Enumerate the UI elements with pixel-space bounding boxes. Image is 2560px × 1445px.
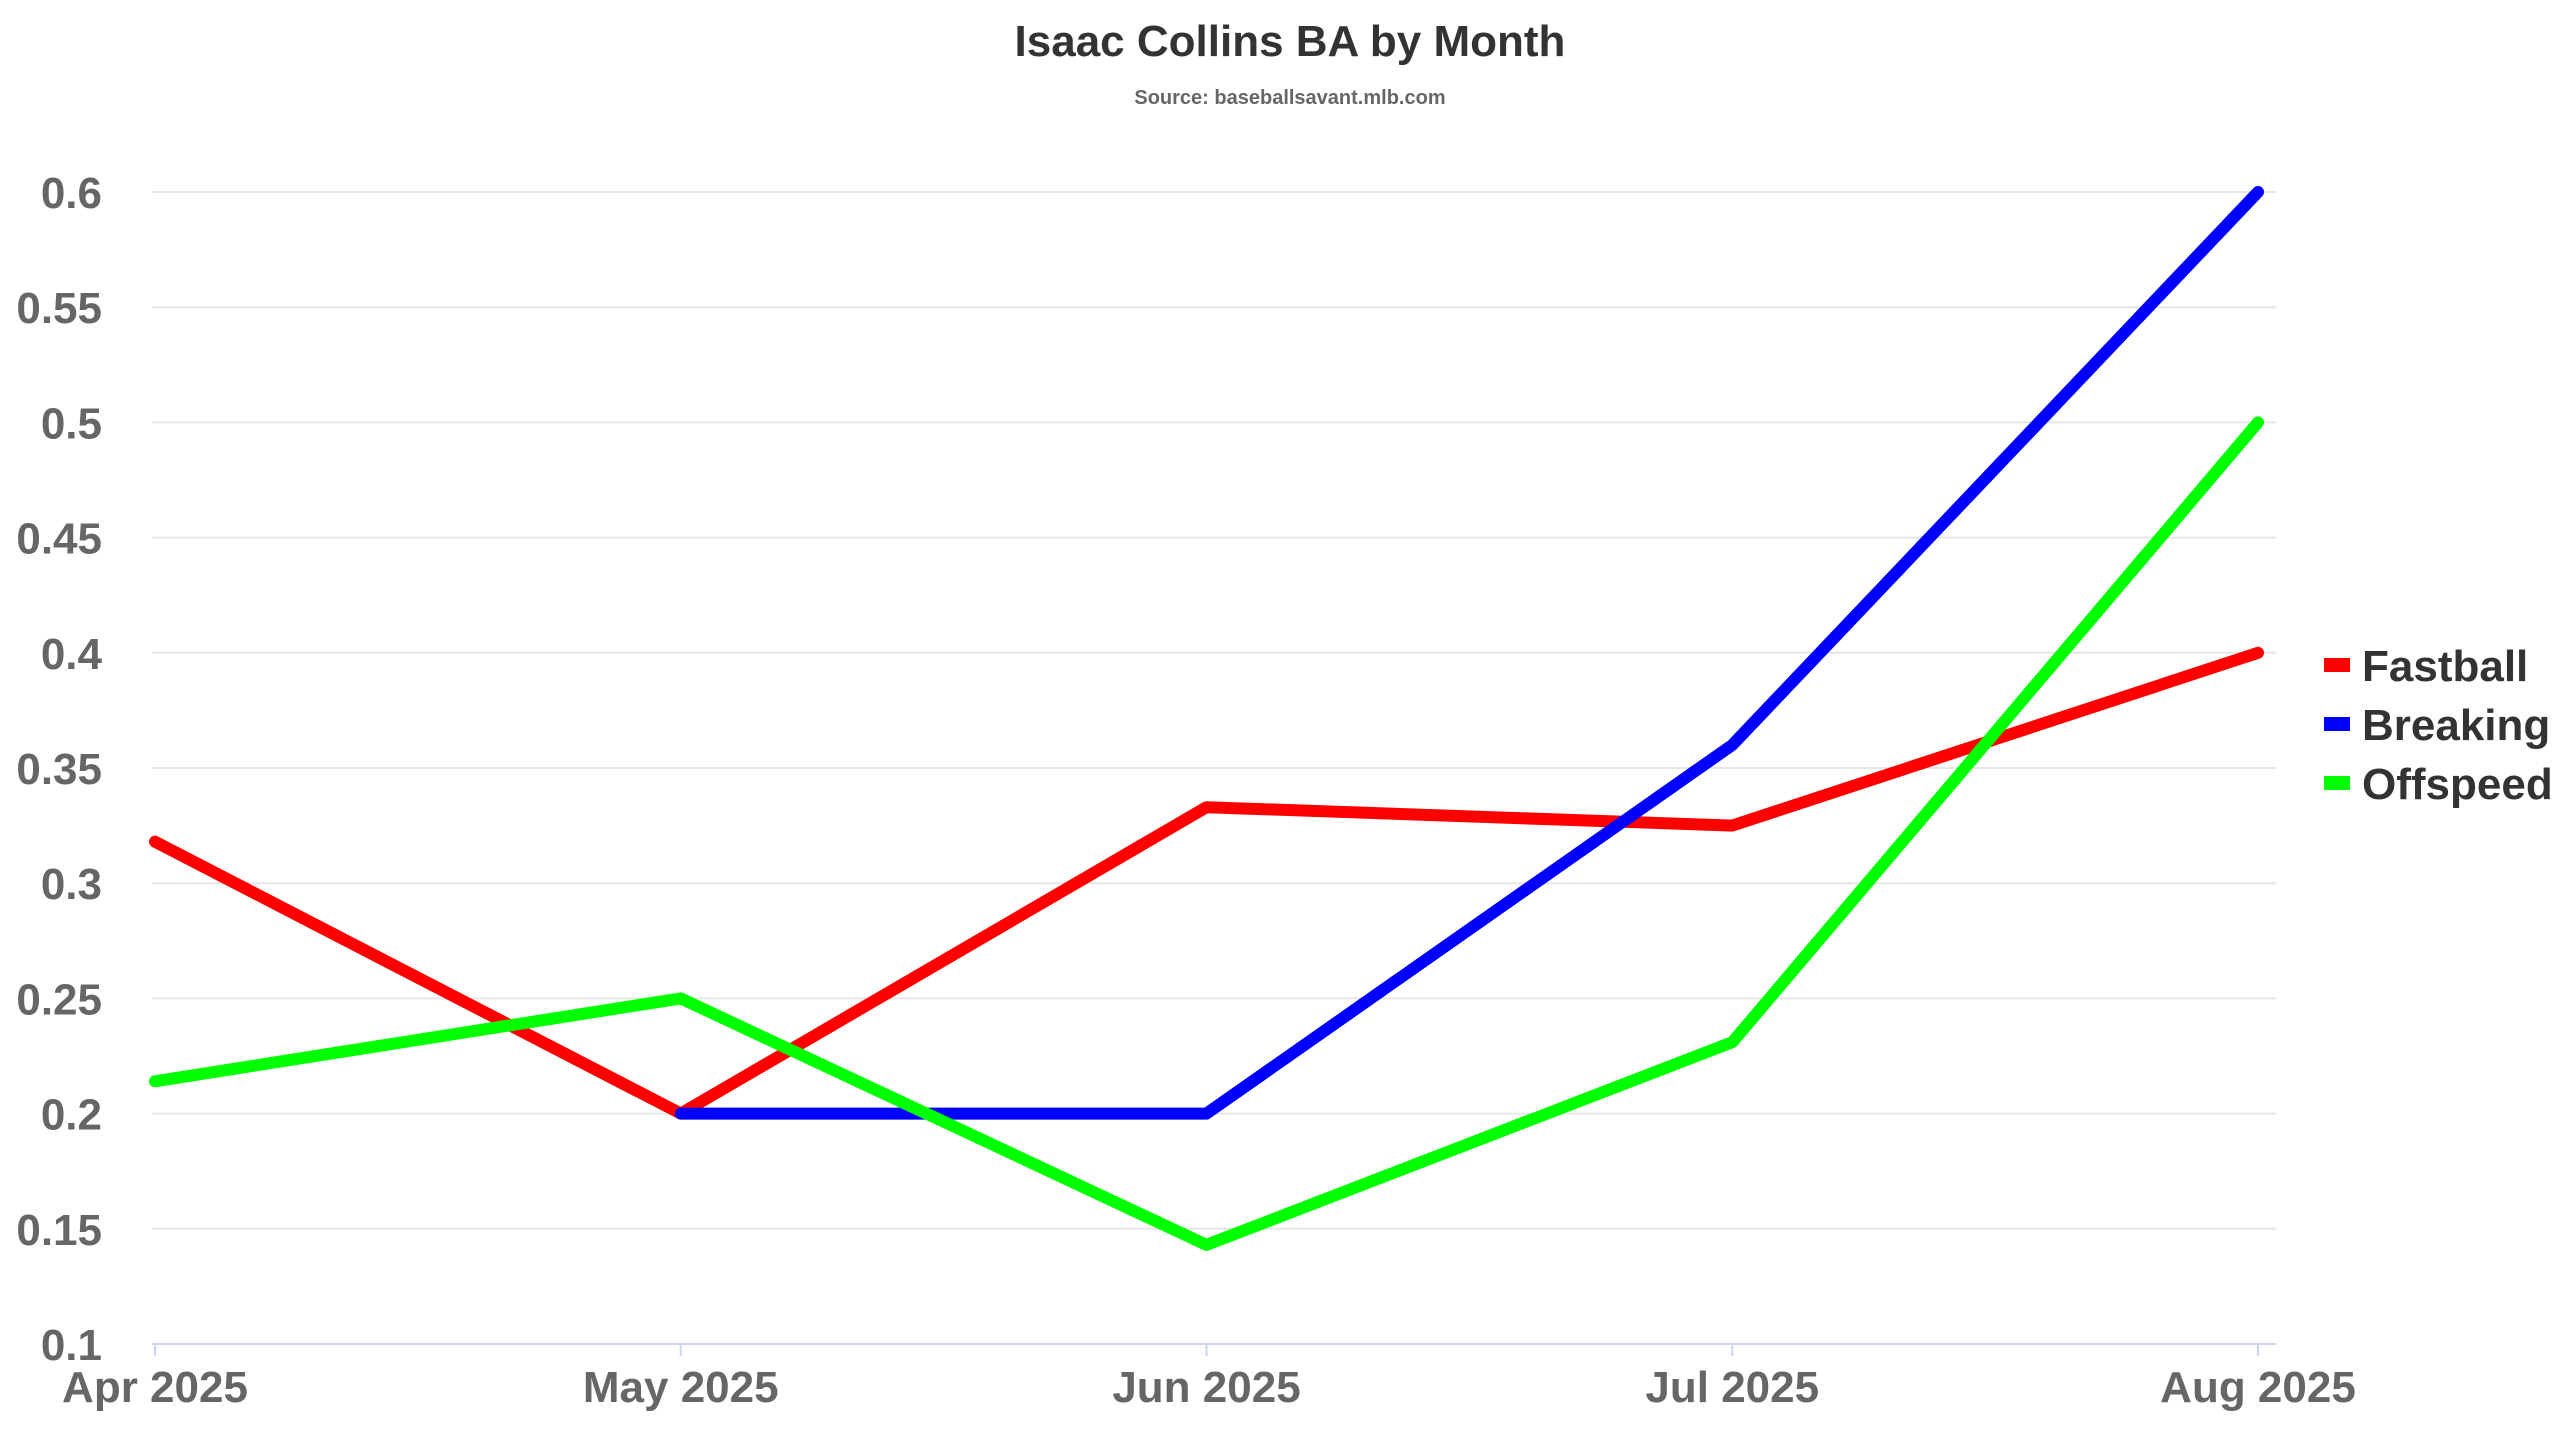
y-tick-label: 0.2 — [41, 1091, 102, 1140]
y-tick-label: 0.1 — [41, 1321, 102, 1370]
chart-title: Isaac Collins BA by Month — [1015, 17, 1566, 66]
grid-lines — [152, 191, 2276, 1230]
y-tick-label: 0.25 — [16, 975, 102, 1024]
y-tick-label: 0.45 — [16, 515, 102, 564]
y-tick-label: 0.55 — [16, 284, 102, 333]
axes: 0.1 0.15 0.2 0.25 0.3 0.35 0.4 0.45 0.5 0.55 0.6 Ap… — [16, 169, 2355, 1412]
legend: Fastball Breaking Offspeed — [2324, 642, 2553, 809]
y-tick-label: 0.3 — [41, 860, 102, 909]
legend-label-breaking: Breaking — [2362, 701, 2550, 750]
y-tick-label: 0.35 — [16, 745, 102, 794]
legend-label-offspeed: Offspeed — [2362, 760, 2553, 809]
y-tick-label: 0.5 — [41, 399, 102, 448]
legend-label-fastball: Fastball — [2362, 642, 2528, 691]
x-tick-label: Apr 2025 — [62, 1363, 248, 1412]
chart-subtitle: Source: baseballsavant.mlb.com — [1134, 87, 1445, 109]
y-tick-label: 0.15 — [16, 1206, 102, 1255]
y-tick-label: 0.4 — [41, 630, 103, 679]
series-line-breaking — [674, 186, 2264, 1120]
series-lines — [149, 186, 2264, 1251]
y-tick-label: 0.6 — [41, 169, 102, 218]
x-tick-label: Jun 2025 — [1112, 1363, 1300, 1412]
series-line-offspeed — [149, 416, 2264, 1251]
x-tick-label: Aug 2025 — [2160, 1363, 2356, 1412]
x-tick-label: May 2025 — [583, 1363, 779, 1412]
x-tick-label: Jul 2025 — [1645, 1363, 1819, 1412]
